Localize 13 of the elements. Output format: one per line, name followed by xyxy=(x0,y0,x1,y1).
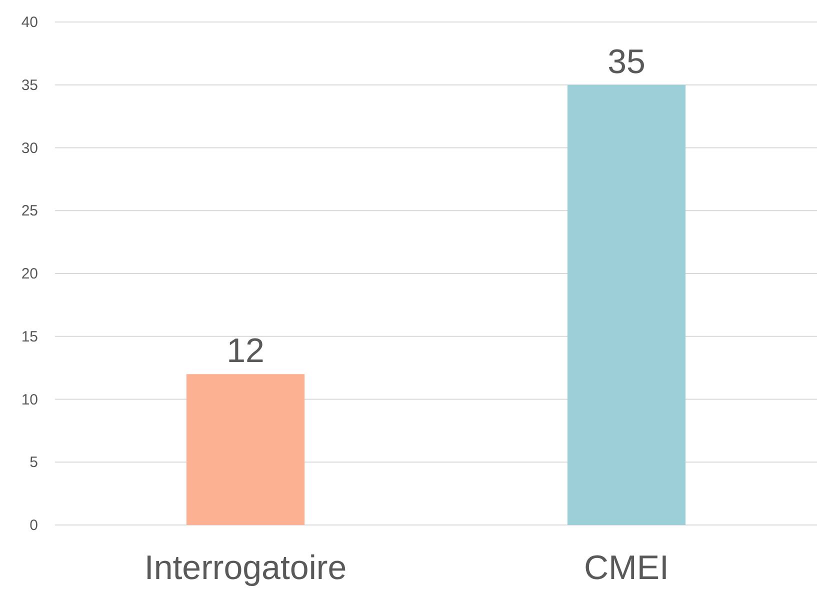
y-tick-label: 0 xyxy=(30,517,38,534)
x-tick-label: Interrogatoire xyxy=(144,549,347,587)
data-label: 35 xyxy=(608,42,646,81)
y-tick-label: 15 xyxy=(21,328,38,346)
y-tick-label: 10 xyxy=(21,391,38,408)
data-label: 12 xyxy=(226,332,264,370)
y-tick-label: 35 xyxy=(21,76,38,94)
y-tick-label: 20 xyxy=(21,266,38,282)
x-tick-label: CMEI xyxy=(584,549,669,587)
y-tick-label: 25 xyxy=(21,202,38,220)
y-tick-label: 40 xyxy=(21,14,38,31)
y-tick-label: 30 xyxy=(21,140,38,157)
y-tick-label: 5 xyxy=(30,454,38,472)
